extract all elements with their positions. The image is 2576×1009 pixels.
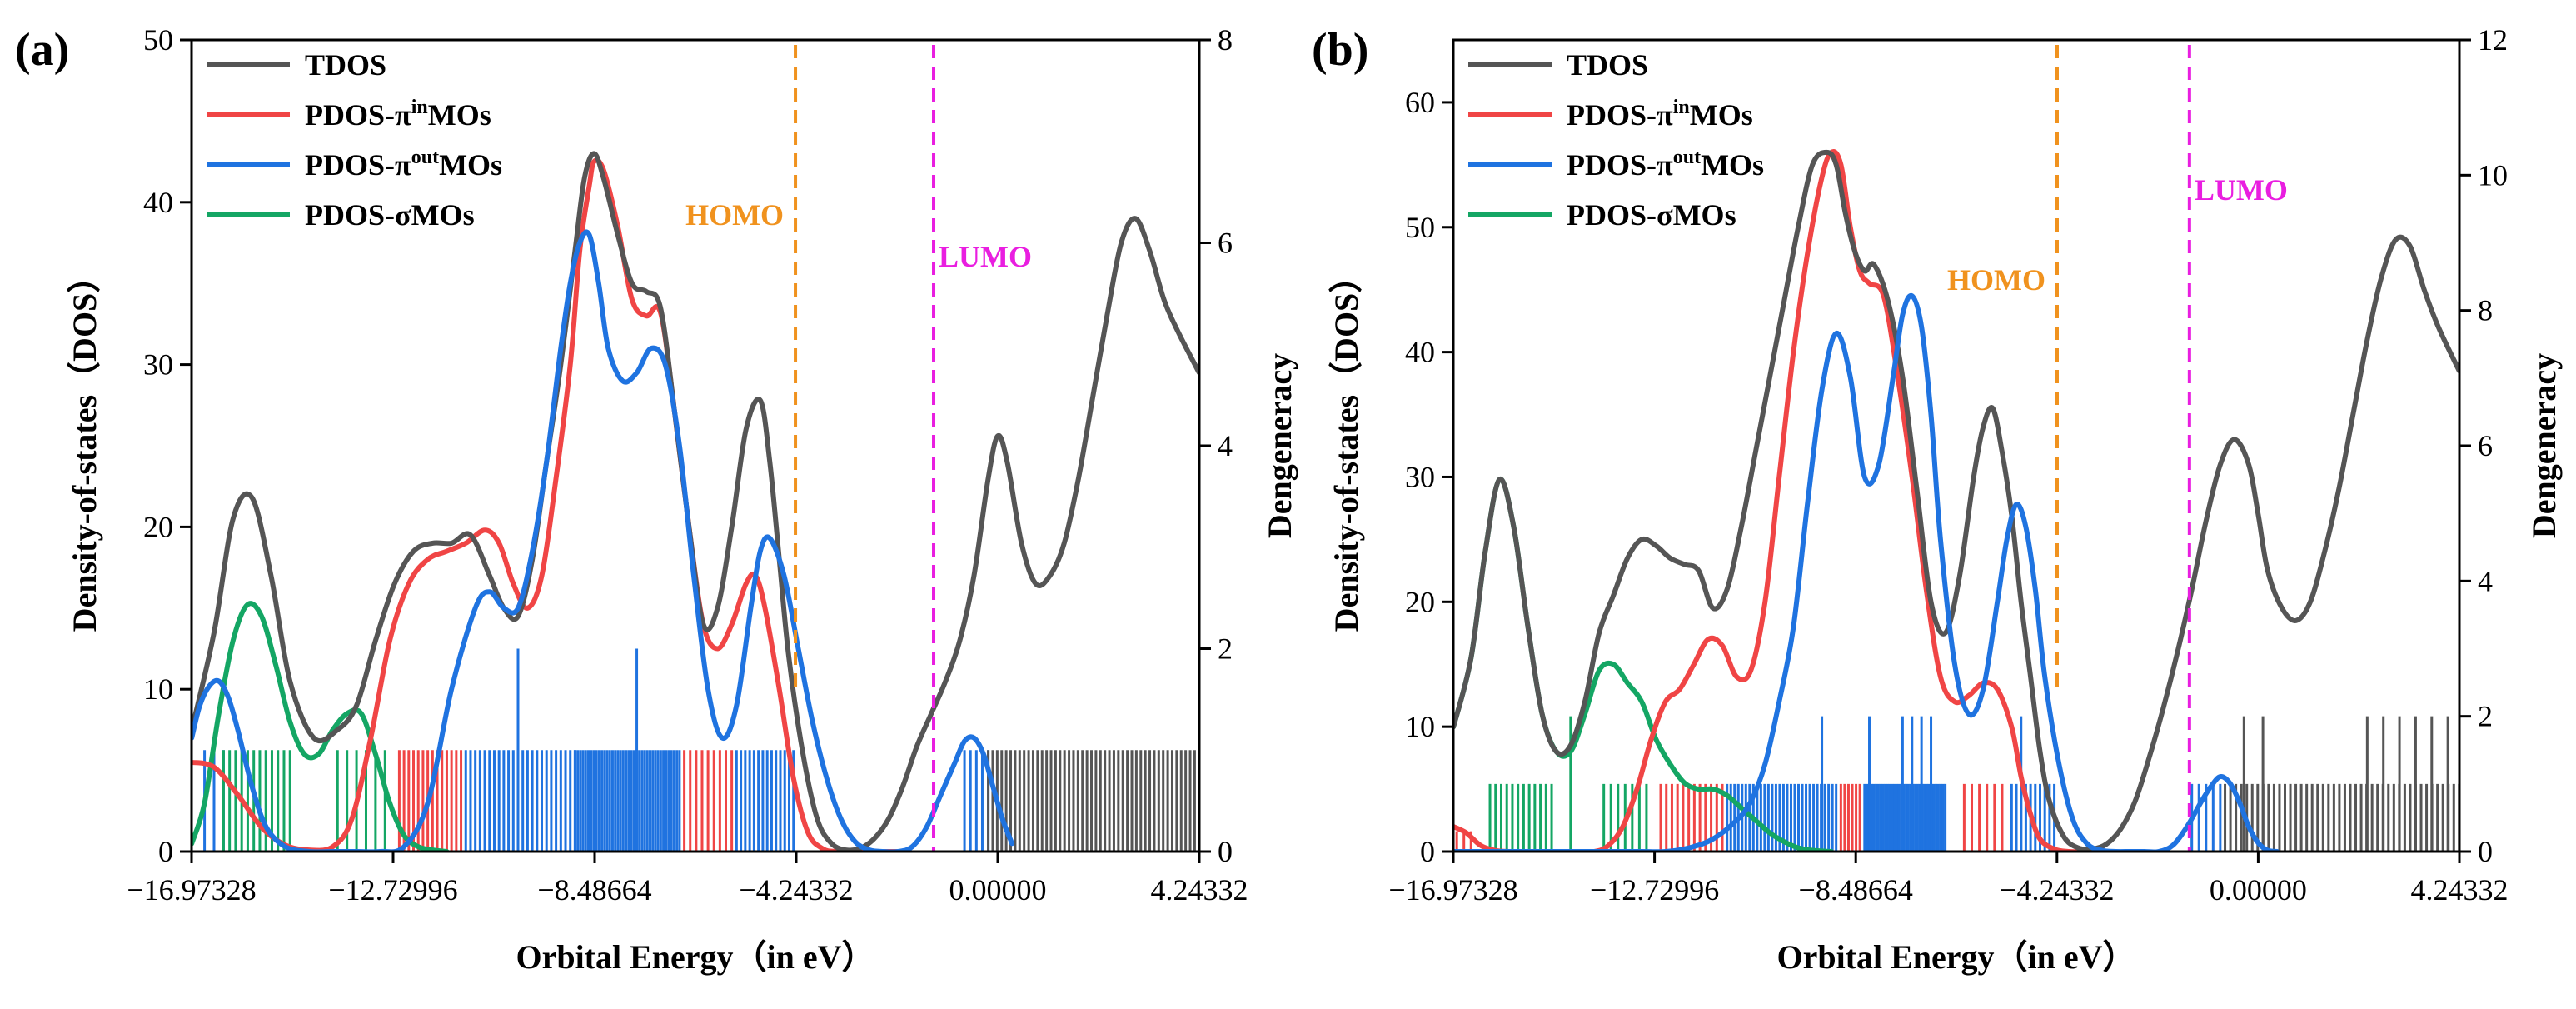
legend-entry-tdos: TDOS bbox=[1567, 48, 1648, 82]
x-tick-label: 0.00000 bbox=[949, 873, 1047, 907]
series-line-pin bbox=[192, 157, 905, 852]
chart-panel-a: HOMO LUMO −16.97328 −12.72996 −8.48664 −4.243… bbox=[15, 23, 1298, 976]
legend-entry-pout: PDOS-πoutMOs bbox=[1567, 147, 1764, 182]
y2-tick-label: 12 bbox=[2478, 23, 2508, 57]
y2-axis-label: Dengeneracy bbox=[1261, 353, 1298, 538]
y-tick-label: 60 bbox=[1405, 86, 1435, 119]
panel-label: (b) bbox=[1312, 24, 1368, 76]
legend-entry-tdos: TDOS bbox=[305, 48, 386, 82]
series-line-sigma bbox=[192, 601, 450, 852]
legend-entry-sigma: PDOS-σMOs bbox=[305, 198, 475, 232]
x-tick-label: −16.97328 bbox=[1388, 873, 1517, 907]
y-axis-label: Density-of-states（DOS） bbox=[66, 260, 103, 632]
legend-entry-pin: PDOS-πinMOs bbox=[305, 97, 491, 132]
series-line-tdos bbox=[1453, 149, 2459, 852]
x-tick-label: 4.24332 bbox=[2411, 873, 2509, 907]
y2-tick-label: 0 bbox=[2478, 835, 2493, 868]
y2-axis-label: Dengeneracy bbox=[2525, 353, 2563, 538]
y-tick-label: 10 bbox=[1405, 710, 1435, 743]
x-tick-label: −8.48664 bbox=[537, 873, 651, 907]
y-tick-label: 20 bbox=[1405, 585, 1435, 618]
chart-panel-b: HOMO LUMO −16.97328 −12.72996 −8.48664 −4.243… bbox=[1312, 23, 2563, 976]
y2-tick-label: 8 bbox=[2478, 294, 2493, 327]
y-tick-label: 0 bbox=[1420, 835, 1435, 868]
legend-entry-pout: PDOS-πoutMOs bbox=[305, 147, 502, 182]
series-line-pout bbox=[192, 229, 1015, 852]
x-tick-label: 0.00000 bbox=[2210, 873, 2307, 907]
series-line-tdos bbox=[192, 151, 1199, 852]
y-tick-label: 40 bbox=[1405, 336, 1435, 369]
homo-label: HOMO bbox=[685, 198, 784, 232]
y2-tick-label: 0 bbox=[1218, 835, 1233, 868]
y2-tick-label: 2 bbox=[1218, 632, 1233, 666]
lumo-label: LUMO bbox=[2195, 173, 2288, 207]
y2-tick-label: 10 bbox=[2478, 158, 2508, 192]
y-tick-label: 50 bbox=[1405, 211, 1435, 244]
x-tick-label: −8.48664 bbox=[1799, 873, 1913, 907]
x-tick-label: −12.72996 bbox=[328, 873, 457, 907]
x-tick-label: −12.72996 bbox=[1590, 873, 1719, 907]
y-tick-label: 30 bbox=[143, 348, 173, 382]
lumo-label: LUMO bbox=[939, 240, 1032, 273]
y-axis-label: Density-of-states（DOS） bbox=[1328, 260, 1365, 632]
y2-tick-label: 4 bbox=[2478, 564, 2493, 597]
y-tick-label: 50 bbox=[143, 23, 173, 57]
y-tick-label: 0 bbox=[158, 835, 173, 868]
plot-area bbox=[192, 151, 1199, 852]
y2-tick-label: 8 bbox=[1218, 23, 1233, 57]
x-tick-label: −4.24332 bbox=[739, 873, 853, 907]
y2-tick-label: 6 bbox=[2478, 429, 2493, 462]
y-tick-label: 40 bbox=[143, 186, 173, 219]
plot-area bbox=[1453, 149, 2459, 852]
y2-tick-label: 6 bbox=[1218, 227, 1233, 260]
x-tick-label: −4.24332 bbox=[2000, 873, 2114, 907]
y-tick-label: 10 bbox=[143, 672, 173, 706]
panel-label: (a) bbox=[15, 24, 69, 76]
homo-label: HOMO bbox=[1947, 263, 2045, 297]
legend-entry-pin: PDOS-πinMOs bbox=[1567, 97, 1753, 132]
y-tick-label: 20 bbox=[143, 510, 173, 543]
y-tick-label: 30 bbox=[1405, 460, 1435, 493]
series-line-pout bbox=[1453, 292, 2280, 852]
x-tick-label: −16.97328 bbox=[127, 873, 256, 907]
x-axis-label: Orbital Energy（in eV） bbox=[1776, 938, 2135, 976]
x-axis-label: Orbital Energy（in eV） bbox=[516, 938, 874, 976]
y2-tick-label: 4 bbox=[1218, 429, 1233, 462]
x-tick-label: 4.24332 bbox=[1151, 873, 1248, 907]
legend-entry-sigma: PDOS-σMOs bbox=[1567, 198, 1736, 232]
y2-tick-label: 2 bbox=[2478, 700, 2493, 733]
